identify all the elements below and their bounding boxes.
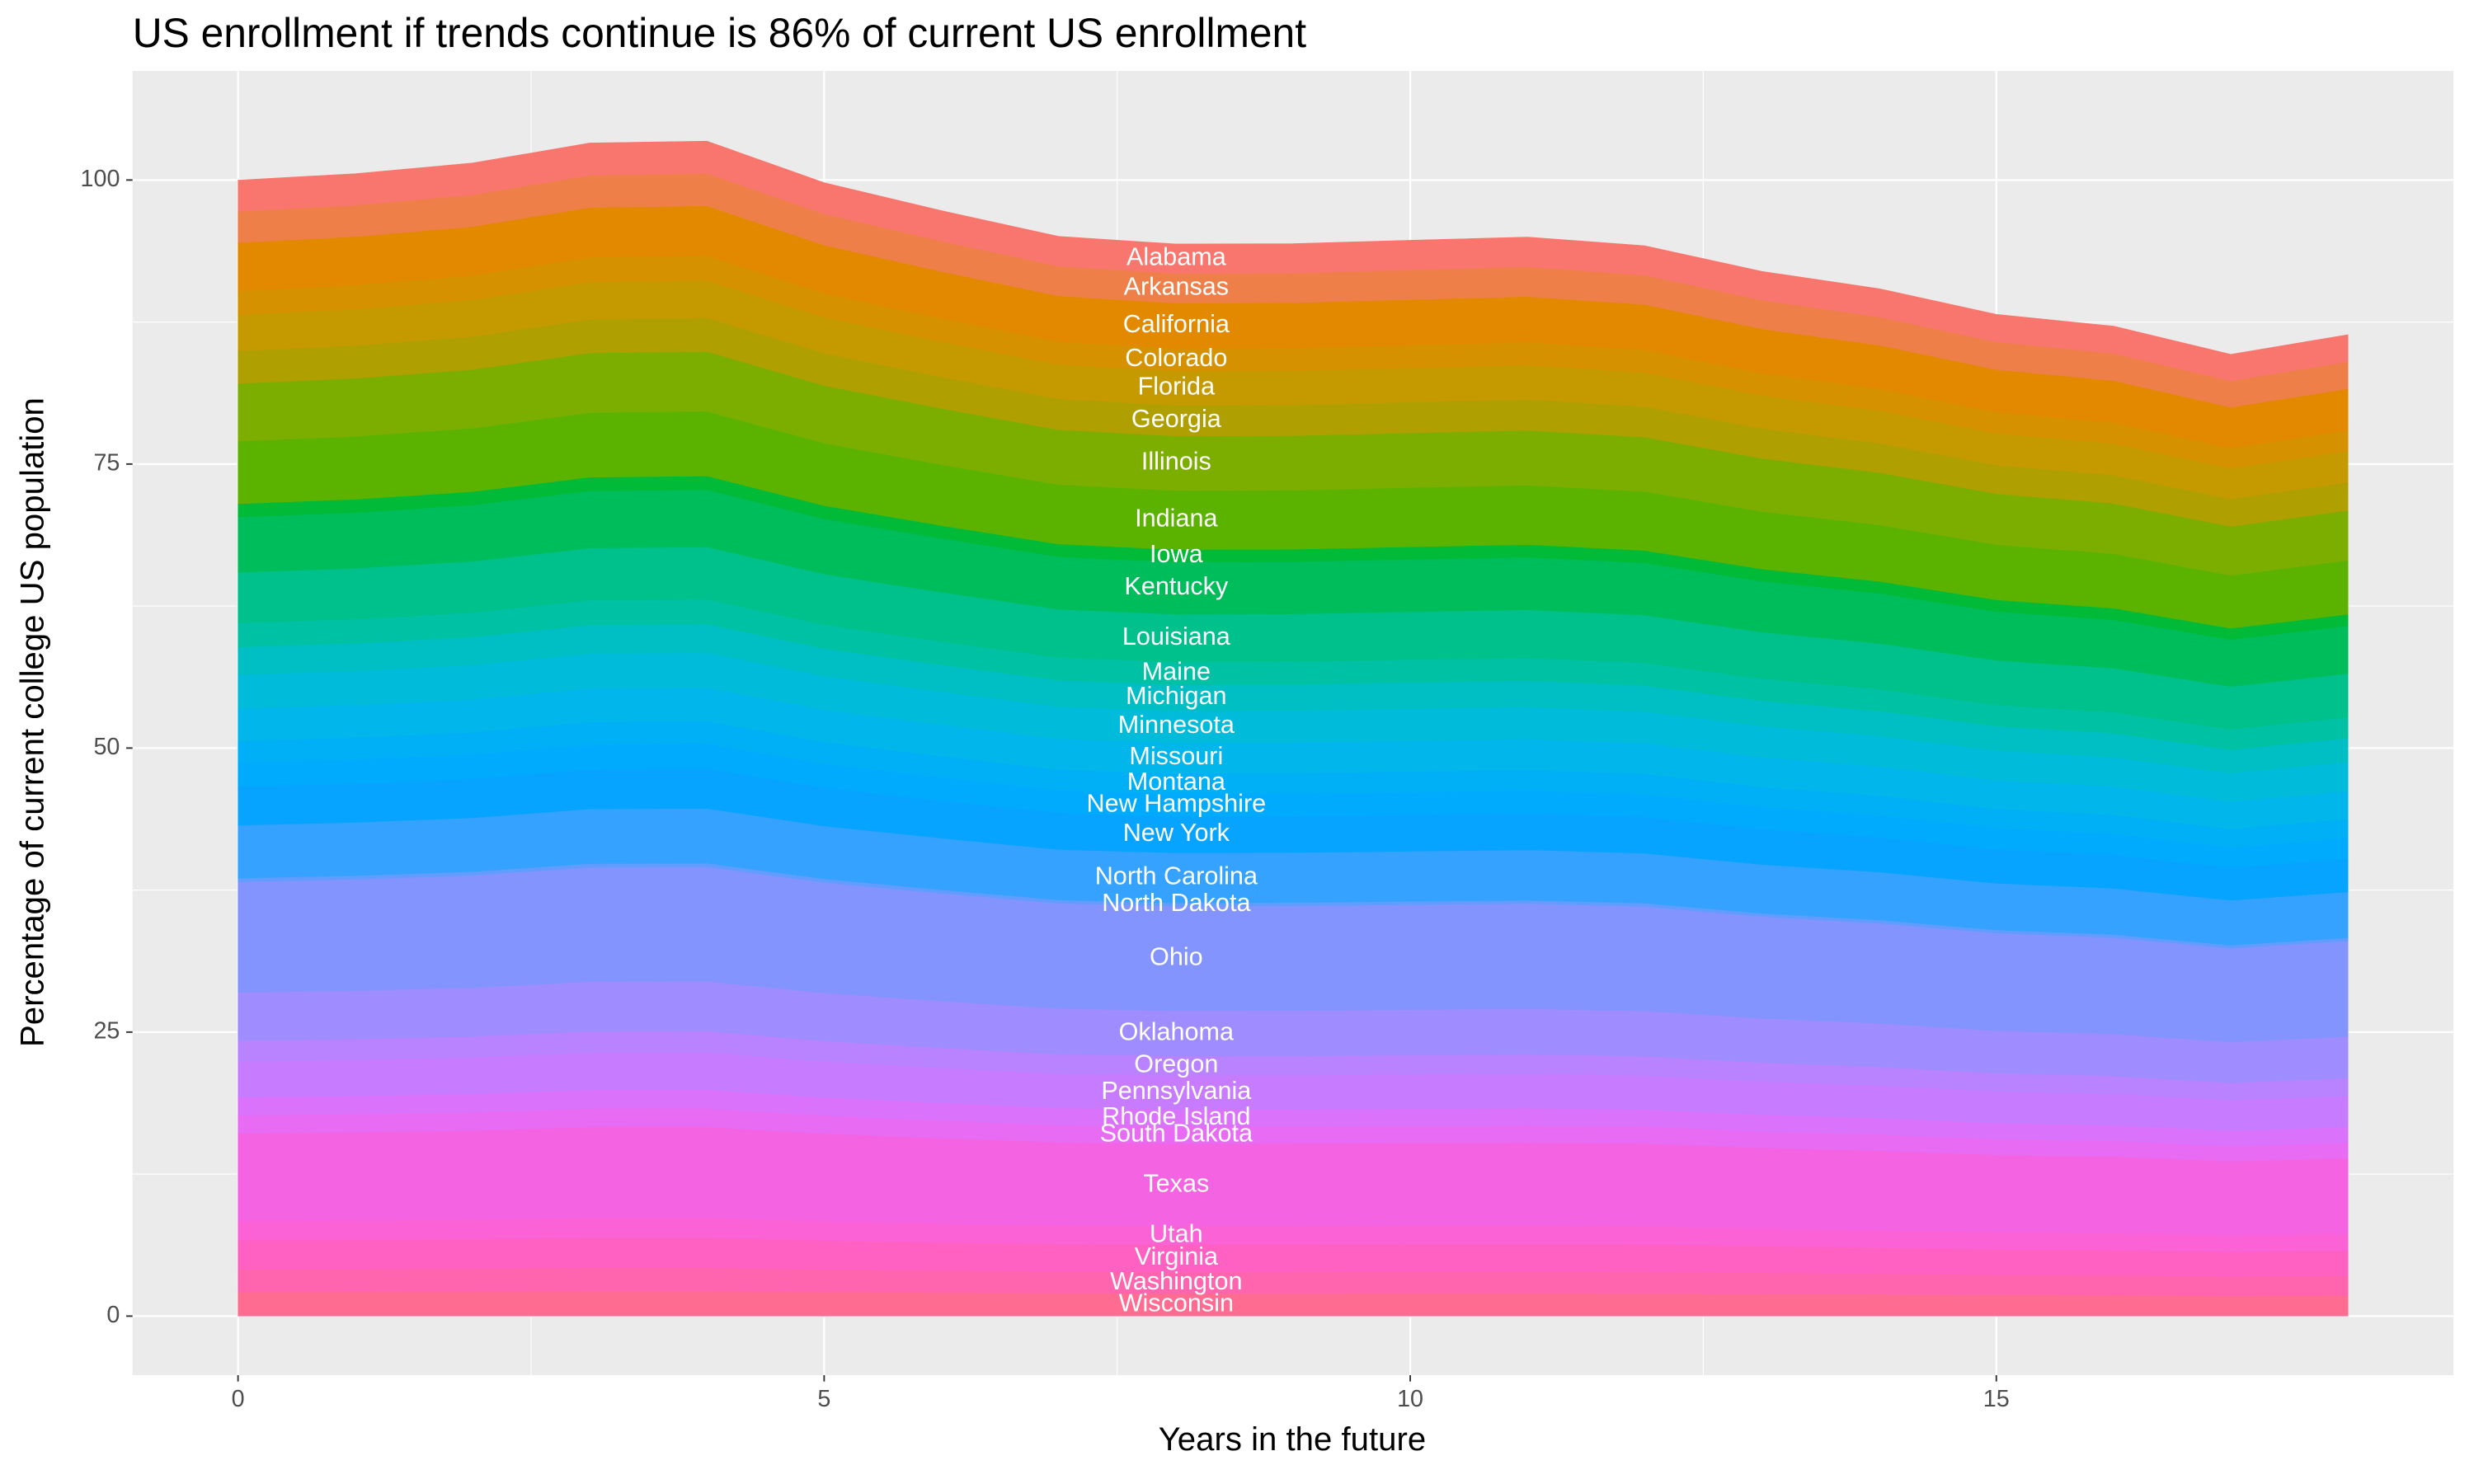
y-tick-label: 50 bbox=[93, 734, 120, 760]
x-tick-label: 5 bbox=[817, 1386, 830, 1412]
area-label: Oklahoma bbox=[1119, 1017, 1235, 1045]
area-label: Pennsylvania bbox=[1101, 1077, 1252, 1105]
area-label: Georgia bbox=[1131, 405, 1222, 433]
area-label: Wisconsin bbox=[1119, 1289, 1234, 1317]
area-label: Rhode Island bbox=[1102, 1102, 1250, 1130]
area-label: Illinois bbox=[1141, 448, 1211, 476]
area-label: Maine bbox=[1142, 657, 1211, 685]
area-label: Michigan bbox=[1126, 682, 1226, 710]
area-label: Florida bbox=[1138, 373, 1216, 401]
area-label: North Dakota bbox=[1102, 889, 1251, 917]
area-label: Arkansas bbox=[1124, 272, 1230, 300]
area-label: California bbox=[1123, 310, 1230, 338]
area-label: Ohio bbox=[1150, 942, 1203, 970]
y-axis-title: Percentage of current college US populat… bbox=[14, 397, 51, 1047]
y-tick-label: 25 bbox=[93, 1017, 120, 1044]
y-tick-label: 75 bbox=[93, 449, 120, 476]
x-axis-title: Years in the future bbox=[1159, 1421, 1426, 1458]
area-label: Oregon bbox=[1134, 1050, 1218, 1078]
area-label: Texas bbox=[1143, 1169, 1209, 1197]
area-label: Minnesota bbox=[1118, 711, 1235, 739]
area-label: Utah bbox=[1150, 1220, 1203, 1248]
area-label: New Hampshire bbox=[1087, 789, 1267, 817]
y-tick-label: 100 bbox=[81, 166, 120, 192]
areas bbox=[238, 140, 2349, 1317]
x-tick-label: 0 bbox=[232, 1386, 245, 1412]
area-label: Alabama bbox=[1126, 243, 1227, 271]
area-label: Iowa bbox=[1150, 540, 1204, 568]
x-tick-label: 10 bbox=[1397, 1386, 1423, 1412]
chart-title: US enrollment if trends continue is 86% … bbox=[133, 10, 1307, 56]
x-tick-label: 15 bbox=[1983, 1386, 2010, 1412]
area-label: Kentucky bbox=[1124, 572, 1229, 600]
y-tick-label: 0 bbox=[106, 1302, 120, 1328]
area-label: New York bbox=[1123, 819, 1230, 847]
axes: 0 5 10 15 0 25 50 75 100 bbox=[81, 166, 2010, 1412]
area-label: Montana bbox=[1127, 768, 1226, 796]
area-label: Indiana bbox=[1135, 504, 1218, 532]
area-label: Virginia bbox=[1135, 1242, 1219, 1270]
area-label: South Dakota bbox=[1100, 1120, 1253, 1148]
area-label: North Carolina bbox=[1095, 862, 1258, 890]
area bbox=[238, 140, 2349, 382]
area-label: Washington bbox=[1110, 1267, 1242, 1295]
area-label: Louisiana bbox=[1122, 622, 1231, 650]
area-label: Colorado bbox=[1125, 344, 1227, 372]
area-label: Missouri bbox=[1129, 742, 1223, 770]
